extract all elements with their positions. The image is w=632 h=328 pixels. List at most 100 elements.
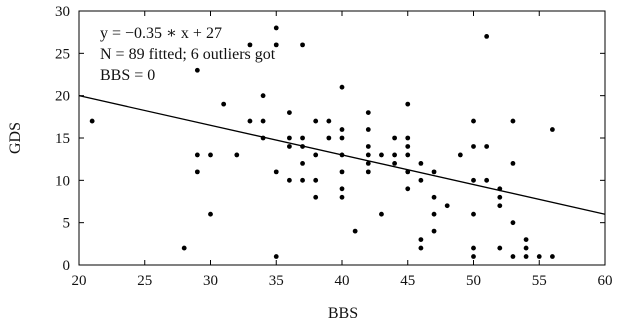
data-point: [550, 254, 555, 259]
data-point: [248, 119, 253, 124]
x-tick-label: 40: [335, 273, 350, 289]
data-point: [432, 169, 437, 174]
data-point: [313, 178, 318, 183]
data-point: [405, 136, 410, 141]
bbs-annotation: BBS = 0: [100, 67, 155, 84]
data-point: [405, 153, 410, 158]
data-point: [419, 237, 424, 242]
x-tick-label: 35: [269, 273, 284, 289]
y-tick-label: 10: [55, 173, 70, 189]
data-point: [405, 186, 410, 191]
fit-count-annotation: N = 89 fitted; 6 outliers got: [100, 46, 276, 63]
equation-annotation: y = −0.35 ∗ x + 27: [100, 25, 222, 42]
x-tick-label: 25: [137, 273, 152, 289]
data-point: [484, 34, 489, 39]
data-point: [392, 153, 397, 158]
data-point: [90, 119, 95, 124]
y-axis-title: GDS: [7, 122, 24, 154]
data-point: [274, 169, 279, 174]
data-point: [511, 119, 516, 124]
data-point: [379, 153, 384, 158]
data-point: [261, 119, 266, 124]
data-point: [340, 195, 345, 200]
data-point: [458, 153, 463, 158]
data-point: [313, 195, 318, 200]
data-point: [405, 144, 410, 149]
y-tick-label: 30: [55, 4, 70, 20]
data-point: [471, 144, 476, 149]
x-axis-title: BBS: [328, 305, 358, 322]
y-tick-label: 20: [55, 89, 70, 105]
data-point: [419, 246, 424, 251]
data-point: [195, 169, 200, 174]
data-point: [379, 212, 384, 217]
data-point: [300, 136, 305, 141]
annotations: y = −0.35 ∗ x + 27 N = 89 fitted; 6 outl…: [100, 25, 276, 84]
data-point: [550, 127, 555, 132]
data-point: [392, 136, 397, 141]
data-point: [300, 42, 305, 47]
data-point: [471, 119, 476, 124]
data-point: [195, 153, 200, 158]
data-point: [326, 136, 331, 141]
data-point: [419, 161, 424, 166]
data-point: [340, 127, 345, 132]
data-point: [366, 144, 371, 149]
data-point: [182, 246, 187, 251]
data-point: [195, 68, 200, 73]
data-point: [471, 212, 476, 217]
data-point: [484, 144, 489, 149]
data-point: [432, 195, 437, 200]
y-tick-label: 0: [63, 258, 71, 274]
data-point: [287, 136, 292, 141]
data-point: [524, 246, 529, 251]
data-point: [340, 186, 345, 191]
data-point: [432, 229, 437, 234]
data-point: [313, 119, 318, 124]
data-point: [497, 203, 502, 208]
data-point: [326, 119, 331, 124]
data-point: [484, 178, 489, 183]
data-point: [234, 153, 239, 158]
data-point: [366, 153, 371, 158]
data-point: [300, 178, 305, 183]
data-point: [471, 178, 476, 183]
data-point: [511, 220, 516, 225]
data-point: [524, 254, 529, 259]
data-point: [353, 229, 358, 234]
data-point: [419, 178, 424, 183]
x-tick-label: 60: [598, 273, 613, 289]
data-point: [497, 195, 502, 200]
data-point: [366, 127, 371, 132]
data-point: [366, 110, 371, 115]
data-point: [221, 102, 226, 107]
data-point: [524, 237, 529, 242]
data-point: [208, 153, 213, 158]
data-point: [445, 203, 450, 208]
data-point: [405, 102, 410, 107]
data-point: [287, 178, 292, 183]
data-point: [287, 110, 292, 115]
x-tick-label: 55: [532, 273, 547, 289]
data-point: [432, 212, 437, 217]
data-point: [511, 254, 516, 259]
data-point: [261, 93, 266, 98]
x-tick-label: 45: [400, 273, 415, 289]
data-point: [392, 161, 397, 166]
data-point: [340, 85, 345, 90]
data-point: [274, 254, 279, 259]
data-point: [497, 246, 502, 251]
data-point: [471, 246, 476, 251]
x-tick-label: 20: [72, 273, 87, 289]
data-point: [287, 144, 292, 149]
data-point: [340, 169, 345, 174]
y-tick-label: 15: [55, 131, 70, 147]
data-point: [313, 153, 318, 158]
x-tick-label: 30: [203, 273, 218, 289]
x-tick-label: 50: [466, 273, 481, 289]
data-point: [208, 212, 213, 217]
data-point: [537, 254, 542, 259]
data-point: [274, 26, 279, 31]
y-tick-label: 25: [55, 46, 70, 62]
